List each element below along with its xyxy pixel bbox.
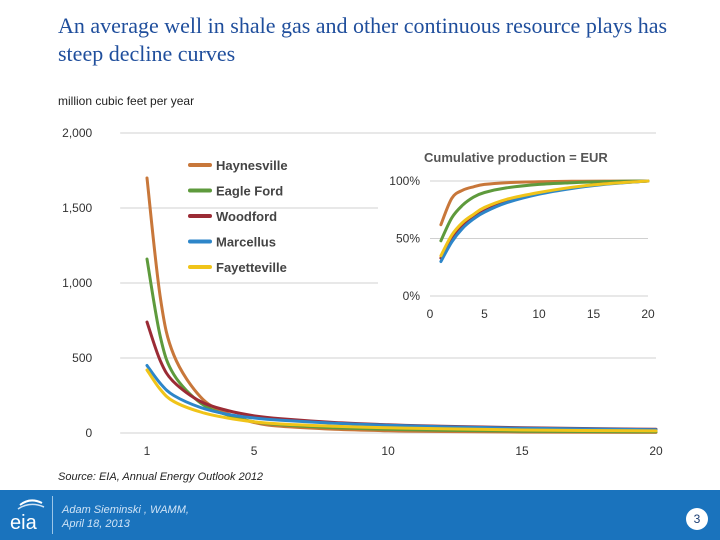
inset-chart-series [439,179,650,263]
footer-bar [0,490,720,540]
chart-legend: Haynesville Eagle Ford Woodford Marcellus Fa… [188,158,288,275]
logo-divider [52,496,53,534]
inset-x-tick-label: 20 [641,307,655,321]
inset-y-tick-label: 50% [396,232,420,246]
main-x-tick-label: 15 [515,444,529,458]
main-y-tick-label: 2,000 [62,126,92,140]
legend-label-woodford: Woodford [216,209,277,224]
presentation-date: April 18, 2013 [62,518,130,530]
source-note: Source: EIA, Annual Energy Outlook 2012 [58,471,264,483]
main-x-tick-label: 5 [251,444,258,458]
inset-y-tick-label: 0% [403,289,421,303]
main-x-tick-label: 20 [649,444,663,458]
inset-series-eagle-ford [439,179,650,243]
inset-x-tick-label: 5 [481,307,488,321]
inset-chart-title: Cumulative production = EUR [424,150,608,165]
eia-logo: eia [10,499,45,534]
svg-text:eia: eia [10,512,38,534]
main-series-marcellus [145,364,658,432]
main-y-tick-label: 0 [86,426,93,440]
inset-x-tick-label: 0 [427,307,434,321]
main-series-fayetteville [145,368,658,433]
main-x-tick-label: 10 [381,444,395,458]
inset-chart-tick-labels: 0% 50% 100% 0 5 10 15 20 [389,174,655,321]
legend-label-eagle-ford: Eagle Ford [216,184,283,199]
inset-y-tick-label: 100% [389,174,420,188]
main-x-tick-label: 1 [144,444,151,458]
main-y-tick-label: 1,000 [62,276,92,290]
main-y-tick-label: 1,500 [62,201,92,215]
inset-series-fayetteville [439,179,650,258]
inset-background [378,140,660,330]
presenter-name: Adam Sieminski , WAMM, [62,504,189,516]
inset-x-tick-label: 15 [587,307,601,321]
legend-label-fayetteville: Fayetteville [216,260,287,275]
page-number: 3 [686,508,708,530]
y-axis-unit-label: million cubic feet per year [58,94,195,108]
slide-title: An average well in shale gas and other c… [58,13,668,66]
legend-label-marcellus: Marcellus [216,235,276,250]
legend-label-haynesville: Haynesville [216,158,288,173]
inset-x-tick-label: 10 [532,307,546,321]
main-chart-series [145,176,658,434]
main-y-tick-label: 500 [72,351,92,365]
presenter-info: Adam Sieminski , WAMM, April 18, 2013 [62,503,189,531]
